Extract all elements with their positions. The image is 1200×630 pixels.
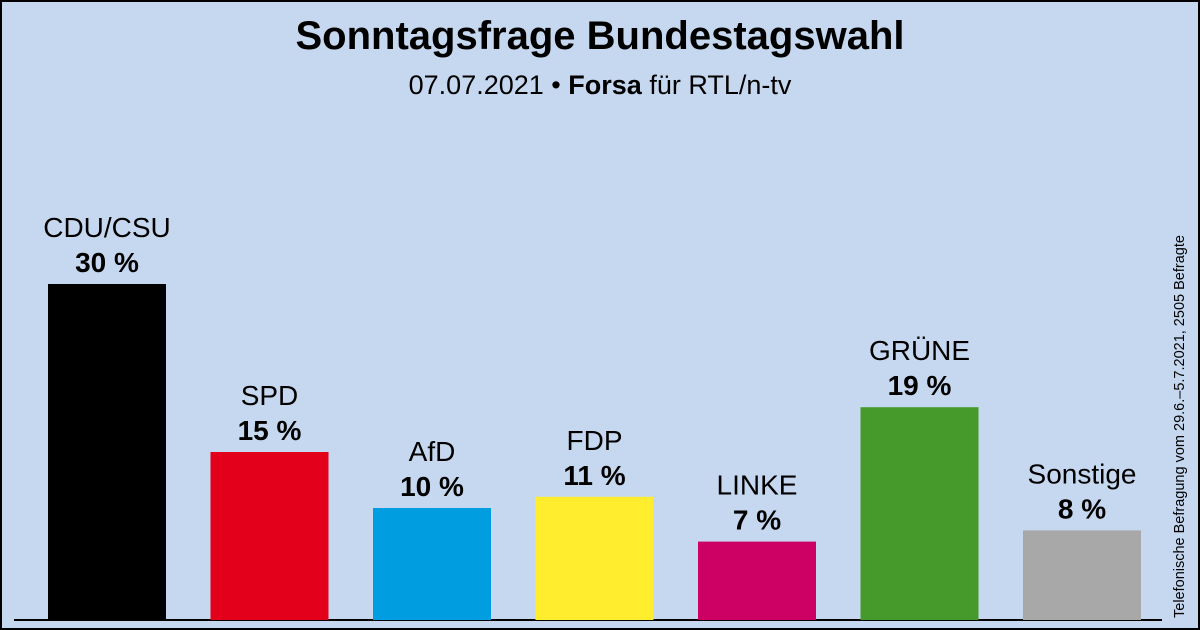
bar-afd bbox=[373, 508, 491, 620]
bar-grüne bbox=[860, 407, 979, 620]
bar-linke bbox=[698, 541, 816, 620]
subtitle-client: für RTL/n-tv bbox=[649, 70, 792, 100]
chart-title: Sonntagsfrage Bundestagswahl bbox=[295, 14, 905, 58]
bar-fdp bbox=[535, 496, 654, 620]
value-label-afd: 10 % bbox=[400, 471, 464, 502]
bar-cdu-csu bbox=[48, 284, 166, 620]
chart-subtitle: 07.07.2021 • Forsa für RTL/n-tv bbox=[0, 70, 1200, 101]
category-label-cdu-csu: CDU/CSU bbox=[43, 212, 171, 243]
value-label-sonstige: 8 % bbox=[1058, 493, 1106, 524]
bar-sonstige bbox=[1023, 530, 1141, 620]
value-label-linke: 7 % bbox=[733, 505, 781, 536]
value-label-fdp: 11 % bbox=[563, 460, 625, 491]
category-label-linke: LINKE bbox=[717, 470, 798, 501]
subtitle-institute: Forsa bbox=[568, 70, 642, 100]
subtitle-separator: • bbox=[551, 70, 561, 100]
category-label-grüne: GRÜNE bbox=[869, 335, 970, 366]
bar-spd bbox=[210, 452, 329, 620]
category-label-fdp: FDP bbox=[567, 425, 623, 456]
value-label-cdu-csu: 30 % bbox=[75, 247, 139, 278]
category-label-sonstige: Sonstige bbox=[1028, 458, 1137, 489]
subtitle-date: 07.07.2021 bbox=[408, 70, 544, 100]
category-label-afd: AfD bbox=[409, 436, 456, 467]
value-label-grüne: 19 % bbox=[888, 370, 952, 401]
value-label-spd: 15 % bbox=[238, 415, 302, 446]
category-label-spd: SPD bbox=[241, 380, 299, 411]
